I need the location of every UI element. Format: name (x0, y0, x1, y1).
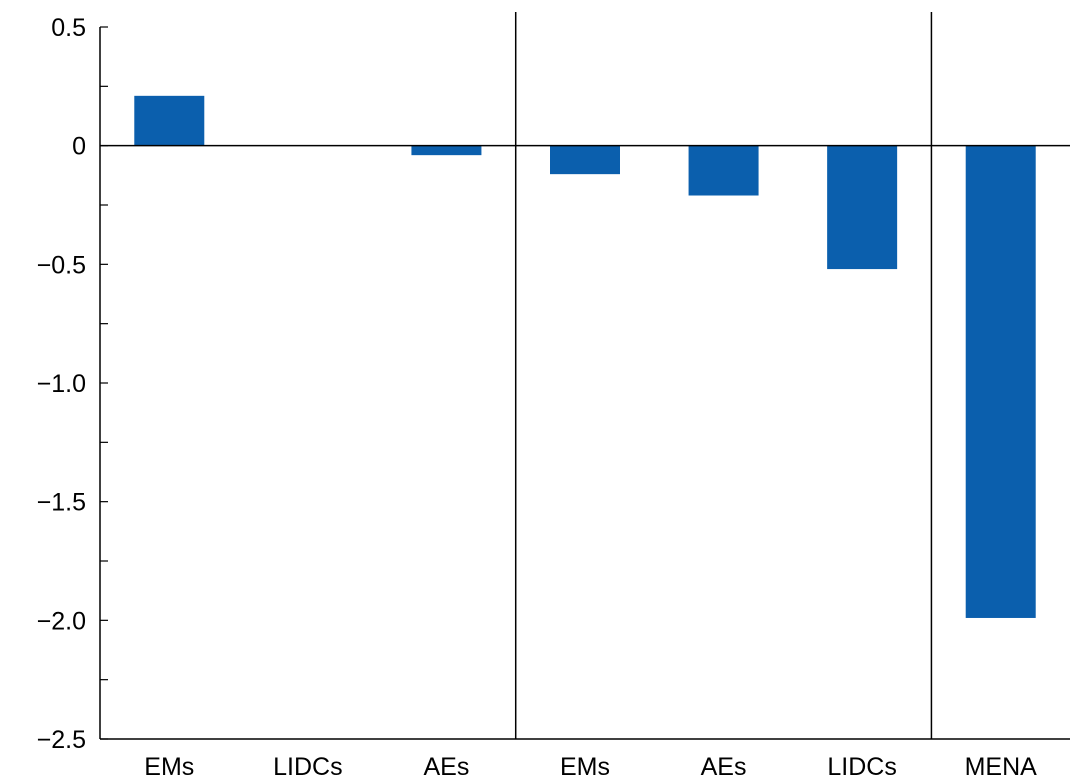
labels-layer: 0.5 0 −0.5 −1.0 −1.5 −2.0 −2.5 EMs LIDCs AEs EMs AE… (37, 14, 1038, 780)
y-tick-label: −2.5 (37, 726, 86, 754)
y-tick-label: −1.0 (37, 370, 86, 398)
x-category-label: LIDCs (827, 753, 896, 780)
bar-4 (550, 145, 620, 175)
x-category-label: AEs (701, 753, 747, 780)
y-tick-label: 0 (72, 133, 86, 161)
x-category-label: LIDCs (273, 753, 342, 780)
y-tick-label: −2.0 (37, 607, 86, 635)
x-category-label: EMs (144, 753, 194, 780)
bar-1 (134, 95, 205, 146)
y-tick-label: −0.5 (37, 251, 86, 279)
y-tick-label: 0.5 (51, 14, 86, 42)
x-category-label: MENA (965, 753, 1038, 780)
axes-layer (99, 12, 1070, 740)
bar-5 (688, 145, 759, 196)
bar-3 (411, 145, 482, 156)
bar-7 (965, 145, 1036, 618)
x-category-label: AEs (424, 753, 470, 780)
x-category-label: EMs (560, 753, 610, 780)
bars-layer (134, 95, 1036, 618)
y-tick-label: −1.5 (37, 489, 86, 517)
bar-6 (827, 145, 898, 270)
